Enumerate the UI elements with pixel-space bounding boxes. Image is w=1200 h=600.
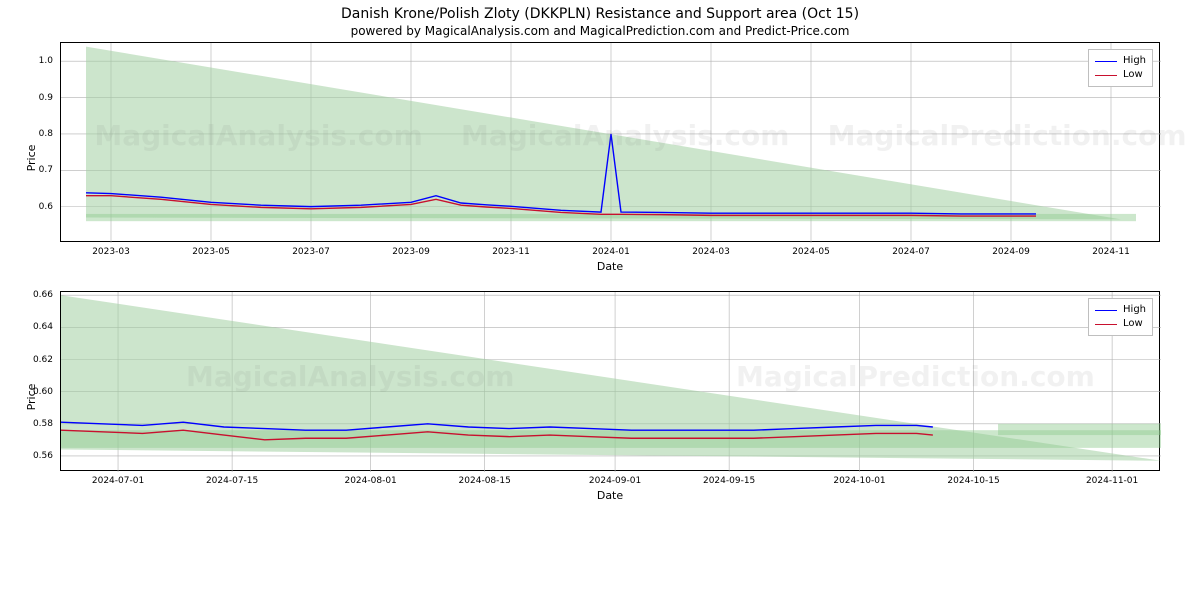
ytick-label: 0.56 bbox=[33, 451, 53, 461]
ytick-label: 0.9 bbox=[39, 93, 53, 103]
xtick-label: 2024-07 bbox=[892, 247, 930, 257]
ytick-label: 0.62 bbox=[33, 355, 53, 365]
xtick-label: 2024-09-01 bbox=[589, 476, 641, 486]
xtick-label: 2024-01 bbox=[592, 247, 630, 257]
support-band bbox=[61, 430, 1161, 448]
plot-svg bbox=[61, 43, 1161, 243]
xtick-label: 2024-09-15 bbox=[703, 476, 755, 486]
top-panel: Price 0.60.70.80.91.02023-032023-052023-… bbox=[60, 42, 1160, 273]
ytick-label: 1.0 bbox=[39, 56, 53, 66]
xtick-label: 2024-07-01 bbox=[92, 476, 144, 486]
xtick-label: 2024-10-01 bbox=[833, 476, 885, 486]
legend-low: Low bbox=[1095, 317, 1146, 331]
ytick-label: 0.6 bbox=[39, 202, 53, 212]
xtick-label: 2023-09 bbox=[392, 247, 430, 257]
legend-low: Low bbox=[1095, 68, 1146, 82]
xtick-label: 2024-10-15 bbox=[947, 476, 999, 486]
ytick-label: 0.64 bbox=[33, 322, 53, 332]
plot-top: 0.60.70.80.91.02023-032023-052023-072023… bbox=[60, 42, 1160, 242]
bottom-panel: Price 0.560.580.600.620.640.662024-07-01… bbox=[60, 291, 1160, 502]
xtick-label: 2024-08-01 bbox=[344, 476, 396, 486]
ytick-label: 0.66 bbox=[33, 290, 53, 300]
xtick-label: 2024-09 bbox=[992, 247, 1030, 257]
legend-line-icon bbox=[1095, 61, 1117, 62]
legend: HighLow bbox=[1088, 298, 1153, 336]
xtick-label: 2023-05 bbox=[192, 247, 230, 257]
xtick-label: 2023-11 bbox=[492, 247, 530, 257]
xlabel-top: Date bbox=[60, 260, 1160, 273]
support-band bbox=[86, 214, 1136, 221]
page-title: Danish Krone/Polish Zloty (DKKPLN) Resis… bbox=[0, 0, 1200, 22]
xlabel-bot: Date bbox=[60, 489, 1160, 502]
xtick-label: 2023-07 bbox=[292, 247, 330, 257]
legend-low-label: Low bbox=[1123, 317, 1143, 331]
legend-line-icon bbox=[1095, 324, 1117, 325]
legend-line-icon bbox=[1095, 310, 1117, 311]
xtick-label: 2023-03 bbox=[92, 247, 130, 257]
page-subtitle: powered by MagicalAnalysis.com and Magic… bbox=[0, 22, 1200, 42]
ytick-label: 0.60 bbox=[33, 387, 53, 397]
legend-high-label: High bbox=[1123, 303, 1146, 317]
legend-high: High bbox=[1095, 303, 1146, 317]
legend-high: High bbox=[1095, 54, 1146, 68]
ytick-label: 0.58 bbox=[33, 419, 53, 429]
plot-svg bbox=[61, 292, 1161, 472]
legend: HighLow bbox=[1088, 49, 1153, 87]
xtick-label: 2024-05 bbox=[792, 247, 830, 257]
plot-bot: 0.560.580.600.620.640.662024-07-012024-0… bbox=[60, 291, 1160, 471]
ytick-label: 0.8 bbox=[39, 129, 53, 139]
ytick-label: 0.7 bbox=[39, 165, 53, 175]
chart-page: Danish Krone/Polish Zloty (DKKPLN) Resis… bbox=[0, 0, 1200, 600]
ylabel-top: Price bbox=[25, 144, 38, 171]
xtick-label: 2024-03 bbox=[692, 247, 730, 257]
legend-high-label: High bbox=[1123, 54, 1146, 68]
xtick-label: 2024-11 bbox=[1092, 247, 1130, 257]
legend-low-label: Low bbox=[1123, 68, 1143, 82]
xtick-label: 2024-11-01 bbox=[1086, 476, 1138, 486]
xtick-label: 2024-08-15 bbox=[459, 476, 511, 486]
support-band bbox=[998, 424, 1161, 435]
legend-line-icon bbox=[1095, 75, 1117, 76]
xtick-label: 2024-07-15 bbox=[206, 476, 258, 486]
